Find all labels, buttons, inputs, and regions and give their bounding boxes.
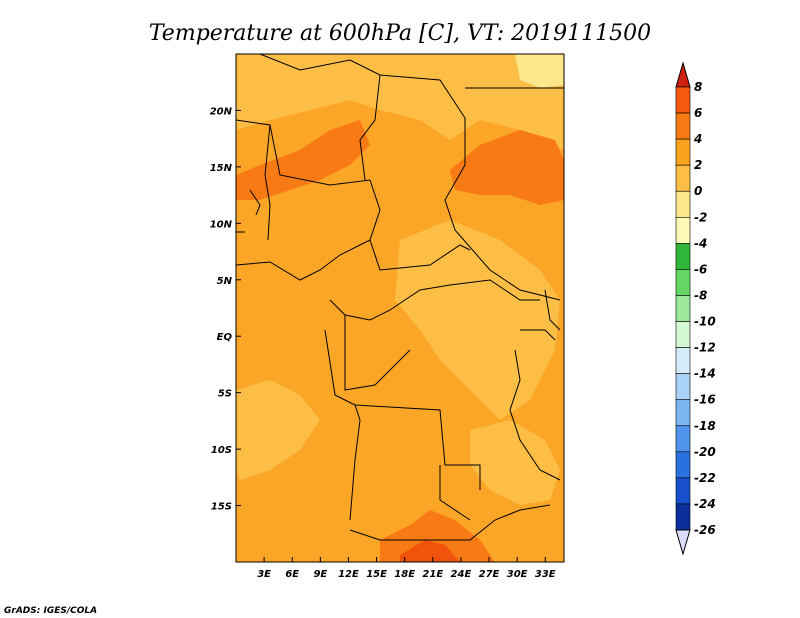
border-line bbox=[329, 279, 540, 321]
border-line bbox=[259, 54, 561, 301]
lon-tick-label: 15E bbox=[366, 569, 387, 580]
border-line bbox=[359, 74, 381, 181]
colorbar-segment bbox=[675, 347, 691, 374]
border-line bbox=[344, 315, 411, 391]
colorbar-segment bbox=[675, 112, 691, 140]
field-pale-northeast bbox=[515, 54, 564, 88]
lon-tick-label: 30E bbox=[507, 569, 528, 580]
border-line bbox=[354, 404, 481, 490]
map-title: Temperature at 600hPa [C], VT: 201911150… bbox=[149, 21, 651, 46]
border-line bbox=[236, 239, 371, 281]
border-line bbox=[249, 189, 261, 216]
country-borders bbox=[236, 54, 564, 541]
colorbar-label: 0 bbox=[694, 184, 702, 198]
field-cool-north bbox=[236, 54, 564, 150]
lon-tick-label: 24E bbox=[451, 569, 472, 580]
lat-tick-label: 15S bbox=[211, 502, 232, 513]
lon-tick-label: 6E bbox=[285, 569, 299, 580]
border-line bbox=[520, 329, 556, 341]
lon-tick-label: 27E bbox=[479, 569, 500, 580]
lon-tick-label: 33E bbox=[535, 569, 556, 580]
colorbar-top-arrow bbox=[675, 61, 691, 88]
lon-tick-label: 3E bbox=[257, 569, 271, 580]
colorbar-label: -12 bbox=[694, 341, 716, 355]
colorbar-label: 6 bbox=[694, 106, 702, 120]
colorbar-label: -20 bbox=[694, 445, 716, 459]
colorbar-segment bbox=[675, 295, 691, 322]
credit-text: GrADS: IGES/COLA bbox=[4, 606, 97, 616]
border-line bbox=[439, 465, 471, 521]
colorbar-segment bbox=[675, 399, 691, 427]
colorbar-label: 8 bbox=[694, 80, 702, 94]
colorbar-segment bbox=[675, 451, 691, 479]
colorbar-label: -2 bbox=[694, 210, 707, 224]
colorbar-label: -6 bbox=[694, 262, 707, 276]
colorbar-segment bbox=[675, 373, 691, 401]
field-cool-southwest bbox=[236, 380, 320, 480]
lat-tick-label: 20N bbox=[210, 106, 233, 117]
latitude-axis: 20N 15N 10N 5N EQ 5S 10S 15S bbox=[210, 106, 241, 513]
border-line bbox=[264, 124, 271, 241]
field-hot-northeast bbox=[450, 130, 564, 205]
lon-tick-label: 18E bbox=[394, 569, 415, 580]
colorbar-segment bbox=[675, 243, 691, 270]
temperature-field bbox=[236, 54, 564, 562]
border-line bbox=[544, 289, 561, 331]
lon-tick-label: 12E bbox=[338, 569, 359, 580]
colorbar-label: 2 bbox=[694, 158, 702, 172]
colorbar-segment bbox=[675, 190, 691, 218]
map-frame bbox=[235, 53, 565, 563]
lat-tick-label: 15N bbox=[210, 163, 233, 174]
colorbar-label: -24 bbox=[694, 497, 716, 511]
colorbar-label: -18 bbox=[694, 419, 716, 433]
colorbar-label: -14 bbox=[694, 367, 716, 381]
lat-tick-label: 10S bbox=[211, 445, 232, 456]
colorbar-segment bbox=[675, 321, 691, 348]
lat-tick-label: 10N bbox=[210, 219, 233, 230]
lat-tick-label: 5N bbox=[217, 276, 233, 287]
colorbar: 8 6 4 2 0 -2 -4 -6 -8 -10 -12 -14 -16 -18 -20 -22 -24 -26 bbox=[675, 61, 716, 556]
colorbar-segment bbox=[675, 164, 691, 192]
lon-tick-label: 9E bbox=[313, 569, 327, 580]
colorbar-bottom-arrow bbox=[675, 529, 691, 556]
colorbar-label: 4 bbox=[693, 132, 702, 146]
colorbar-segment bbox=[675, 86, 691, 114]
border-line bbox=[349, 504, 551, 541]
field-cool-southeast bbox=[470, 420, 560, 505]
colorbar-segment bbox=[675, 503, 691, 531]
colorbar-segment bbox=[675, 425, 691, 453]
longitude-axis: 3E 6E 9E 12E 15E 18E 21E 24E 27E 30E 33E bbox=[257, 557, 556, 580]
colorbar-label: -4 bbox=[694, 236, 707, 250]
lat-tick-label: EQ bbox=[217, 332, 233, 343]
colorbar-segment bbox=[675, 477, 691, 505]
border-line bbox=[324, 329, 361, 521]
colorbar-label: -22 bbox=[694, 471, 716, 485]
colorbar-label: -8 bbox=[694, 288, 707, 302]
colorbar-segment bbox=[675, 216, 691, 244]
colorbar-label: -26 bbox=[694, 523, 716, 537]
lon-tick-label: 21E bbox=[422, 569, 443, 580]
colorbar-segment bbox=[675, 138, 691, 166]
border-line bbox=[509, 349, 561, 481]
colorbar-label: -16 bbox=[694, 393, 716, 407]
colorbar-label: -10 bbox=[694, 315, 716, 329]
colorbar-segment bbox=[675, 269, 691, 296]
field-hottest-south bbox=[400, 540, 460, 562]
border-line bbox=[236, 119, 471, 271]
lat-tick-label: 5S bbox=[218, 389, 232, 400]
field-hot-south bbox=[380, 510, 495, 562]
field-hot-northwest bbox=[236, 120, 370, 200]
